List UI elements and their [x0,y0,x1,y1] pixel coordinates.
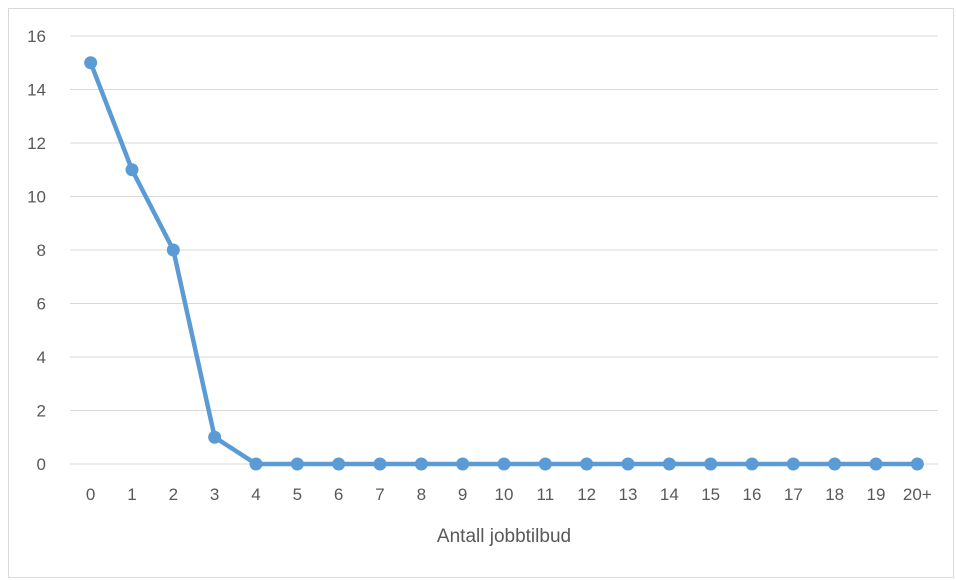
y-tick-label: 12 [27,134,46,153]
y-tick-label: 6 [37,295,46,314]
data-point [662,457,676,471]
y-tick-label: 4 [37,348,46,367]
x-tick-label: 0 [86,485,95,504]
x-tick-label: 7 [375,485,384,504]
x-tick-label: 20+ [903,485,932,504]
x-tick-label: 11 [537,485,555,504]
x-tick-label: 13 [619,485,638,504]
series-line [88,60,920,467]
x-tick-label: 3 [210,485,219,504]
x-tick-label: 2 [169,485,178,504]
data-point [745,457,759,471]
data-point [125,163,139,177]
y-axis-ticks: 0 2 4 6 8 10 12 14 16 [27,27,46,474]
y-tick-label: 2 [37,402,46,421]
x-tick-label: 12 [577,485,596,504]
x-tick-label: 1 [127,485,136,504]
data-point [290,457,304,471]
data-point [869,457,883,471]
x-tick-label: 9 [458,485,467,504]
data-point [456,457,470,471]
gridlines [70,35,938,465]
data-point [249,457,263,471]
y-tick-label: 10 [27,188,46,207]
x-tick-label: 18 [825,485,844,504]
data-point [828,457,842,471]
x-tick-label: 16 [743,485,762,504]
data-point [208,430,222,444]
x-tick-label: 17 [784,485,803,504]
x-tick-label: 19 [867,485,886,504]
data-point [704,457,718,471]
x-tick-label: 8 [417,485,426,504]
data-point [373,457,387,471]
x-axis-title: Antall jobbtilbud [437,526,571,547]
data-point [332,457,346,471]
data-point [910,457,924,471]
x-tick-label: 10 [495,485,514,504]
chart-area [8,8,954,578]
x-tick-label: 6 [334,485,343,504]
y-tick-label: 0 [37,455,46,474]
data-point [166,243,180,257]
series-layer [84,56,924,471]
data-point [580,457,594,471]
x-tick-label: 5 [293,485,302,504]
y-tick-label: 8 [37,241,46,260]
data-point [497,457,511,471]
x-axis-ticks: 0 1 2 3 4 5 6 7 8 9 10 11 12 13 14 15 16 17 18 19 20+ [86,485,932,504]
data-point [414,457,428,471]
data-point [538,457,552,471]
x-tick-label: 15 [701,485,720,504]
data-point [84,56,98,70]
y-tick-label: 14 [27,81,46,100]
x-tick-label: 4 [251,485,260,504]
y-tick-label: 16 [27,27,46,46]
data-point [621,457,635,471]
x-tick-label: 14 [660,485,679,504]
data-point [786,457,800,471]
